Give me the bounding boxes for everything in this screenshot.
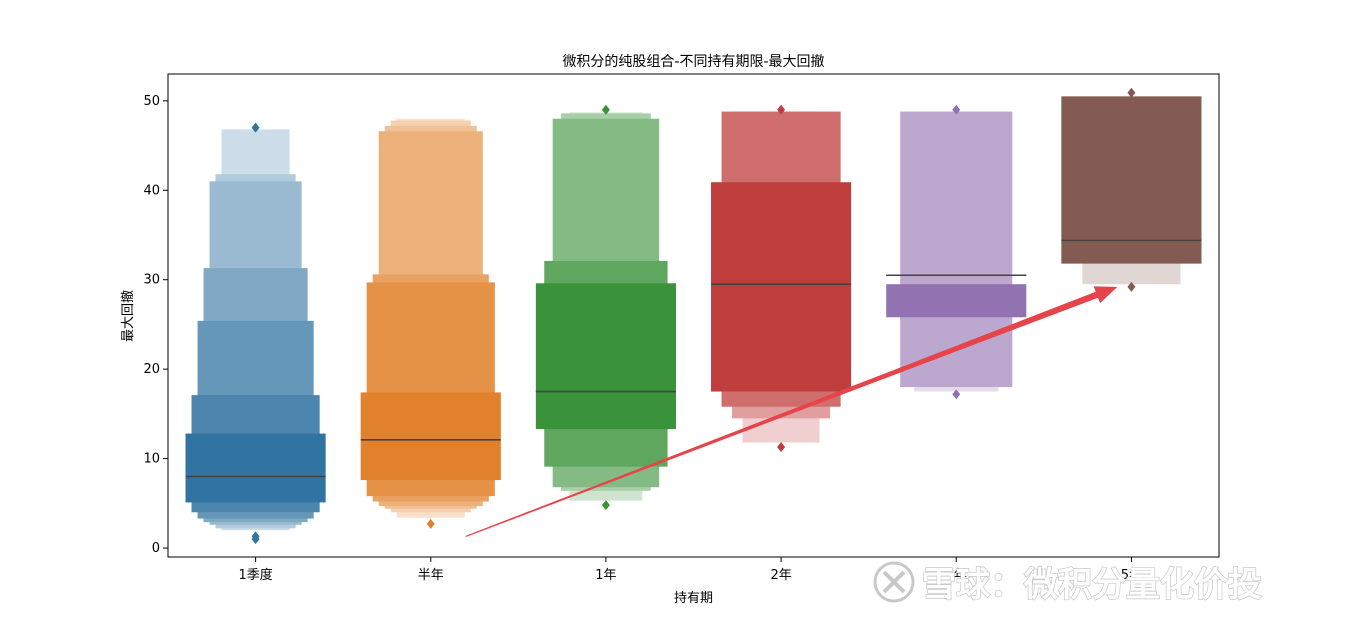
y-tick-label: 50 (143, 94, 160, 109)
box-level-2 (900, 111, 1013, 388)
outlier-point (952, 389, 961, 400)
y-tick-label: 40 (143, 183, 160, 198)
x-tick-label: 2年 (770, 568, 791, 583)
outliers-layer (251, 87, 1136, 545)
x-tick-label: 半年 (418, 568, 444, 583)
outlier-point (1127, 281, 1136, 292)
outlier-point (777, 441, 786, 452)
watermark: 雪球：微积分量化价投 (873, 561, 1263, 606)
plot-frame (167, 73, 1220, 558)
boxes-layer (185, 96, 1202, 531)
outlier-point (251, 122, 260, 133)
outlier-point (601, 104, 610, 115)
xueqiu-logo-icon (873, 561, 915, 603)
outlier-point (601, 500, 610, 511)
y-tick-label: 20 (143, 362, 160, 377)
medians-layer (185, 239, 1202, 478)
y-tick-label: 0 (152, 541, 160, 556)
box-level-1 (360, 392, 501, 481)
x-tick-label: 5年 (1121, 568, 1142, 583)
box-level-1 (535, 283, 676, 430)
outlier-point (777, 104, 786, 115)
trend-arrow (465, 286, 1118, 537)
annotation-layer (465, 286, 1118, 537)
x-tick-label: 3年 (946, 568, 967, 583)
y-tick-label: 30 (143, 273, 160, 288)
outlier-point (426, 518, 435, 529)
box-level-1 (185, 433, 326, 503)
x-axis: 1季度 半年 1年 2年 3年 5年 (238, 557, 1142, 583)
box-level-2 (1082, 263, 1181, 285)
box-level-1 (1061, 96, 1202, 264)
outlier-point (1127, 87, 1136, 98)
outlier-point (251, 534, 260, 545)
outlier-point (952, 104, 961, 115)
box-level-1 (886, 284, 1027, 318)
x-axis-title: 持有期 (674, 591, 713, 606)
y-axis: 0 10 20 30 40 50 (143, 94, 168, 556)
box-level-1 (711, 182, 852, 392)
chart-title: 微积分的纯股组合-不同持有期限-最大回撤 (562, 54, 824, 70)
x-tick-label: 1年 (595, 568, 616, 583)
y-tick-label: 10 (143, 452, 160, 467)
watermark-text: 雪球：微积分量化价投 (922, 565, 1262, 605)
x-tick-label: 1季度 (238, 567, 272, 583)
y-axis-title: 最大回撤 (120, 290, 136, 342)
